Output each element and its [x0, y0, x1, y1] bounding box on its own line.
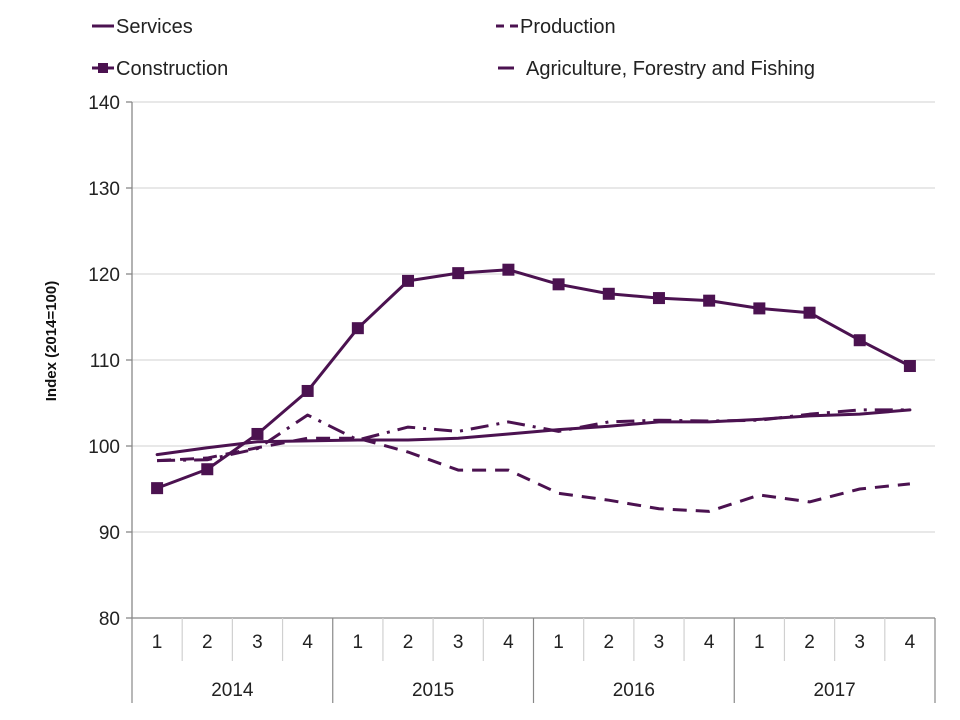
- x-quarter-label: 4: [704, 632, 715, 653]
- legend-item-construction: Construction: [92, 58, 228, 80]
- series-line-services: [155, 408, 912, 457]
- x-year-label: 2017: [813, 680, 855, 701]
- y-tick-label: 90: [99, 523, 120, 544]
- legend-item-production: Production: [496, 16, 616, 38]
- x-quarter-label: 1: [754, 632, 765, 653]
- y-tick-label: 140: [88, 93, 120, 114]
- x-quarter-label: 3: [654, 632, 665, 653]
- data-point-construction: [402, 274, 415, 287]
- data-point-construction: [552, 278, 565, 291]
- y-axis-ticks: 80 90 100 110 120 130 140: [88, 93, 132, 630]
- data-point-construction: [201, 463, 214, 476]
- x-quarter-label: 2: [804, 632, 815, 653]
- x-quarter-label: 2: [603, 632, 614, 653]
- y-tick-label: 110: [90, 351, 120, 372]
- gridlines: [132, 101, 935, 533]
- data-point-construction: [652, 292, 665, 305]
- series-lines: [151, 263, 916, 513]
- x-quarter-label: 2: [202, 632, 213, 653]
- x-quarter-label: 4: [302, 632, 313, 653]
- x-quarter-label: 3: [453, 632, 464, 653]
- data-point-construction: [753, 302, 766, 315]
- x-quarter-label: 3: [854, 632, 865, 653]
- legend-label: Production: [520, 16, 616, 38]
- x-quarter-label: 3: [252, 632, 263, 653]
- x-year-label: 2015: [412, 680, 454, 701]
- legend: Services Production Construction Agricultur…: [92, 16, 815, 80]
- data-point-construction: [903, 360, 916, 373]
- x-year-label: 2016: [613, 680, 655, 701]
- series-line-construction: [155, 268, 912, 490]
- series-line-agriculture-forestry-and-fishing: [157, 408, 910, 463]
- series-line-production: [157, 436, 911, 513]
- x-axis-categories: 1 2 3 4 1 2 3 4 1 2 3 4 1 2 3 4 2014 2015 2016 2017: [131, 618, 936, 703]
- y-tick-label: 80: [99, 609, 120, 630]
- y-tick-label: 130: [88, 179, 120, 200]
- legend-marker: [98, 63, 108, 73]
- data-point-construction: [502, 263, 515, 276]
- legend-label: Construction: [116, 58, 228, 80]
- data-point-construction: [251, 427, 264, 440]
- x-quarter-label: 4: [905, 632, 916, 653]
- data-point-construction: [151, 482, 164, 495]
- data-point-construction: [452, 267, 465, 280]
- data-point-construction: [853, 334, 866, 347]
- data-point-construction: [351, 322, 364, 335]
- legend-item-agriculture-forestry-and-fishing: Agriculture, Forestry and Fishing: [498, 58, 815, 80]
- data-point-construction: [301, 384, 314, 397]
- legend-label: Services: [116, 16, 193, 38]
- data-point-construction: [803, 306, 816, 319]
- x-quarter-label: 4: [503, 632, 514, 653]
- y-axis-title: Index (2014=100): [43, 281, 60, 402]
- x-quarter-label: 2: [403, 632, 414, 653]
- x-quarter-label: 1: [553, 632, 564, 653]
- legend-item-services: Services: [92, 16, 193, 38]
- x-quarter-label: 1: [152, 632, 163, 653]
- x-year-label: 2014: [211, 680, 254, 701]
- x-quarter-label: 1: [353, 632, 364, 653]
- data-point-construction: [703, 294, 716, 307]
- y-tick-label: 120: [88, 265, 120, 286]
- legend-label: Agriculture, Forestry and Fishing: [526, 58, 815, 80]
- y-tick-label: 100: [88, 437, 120, 458]
- data-point-construction: [602, 287, 615, 300]
